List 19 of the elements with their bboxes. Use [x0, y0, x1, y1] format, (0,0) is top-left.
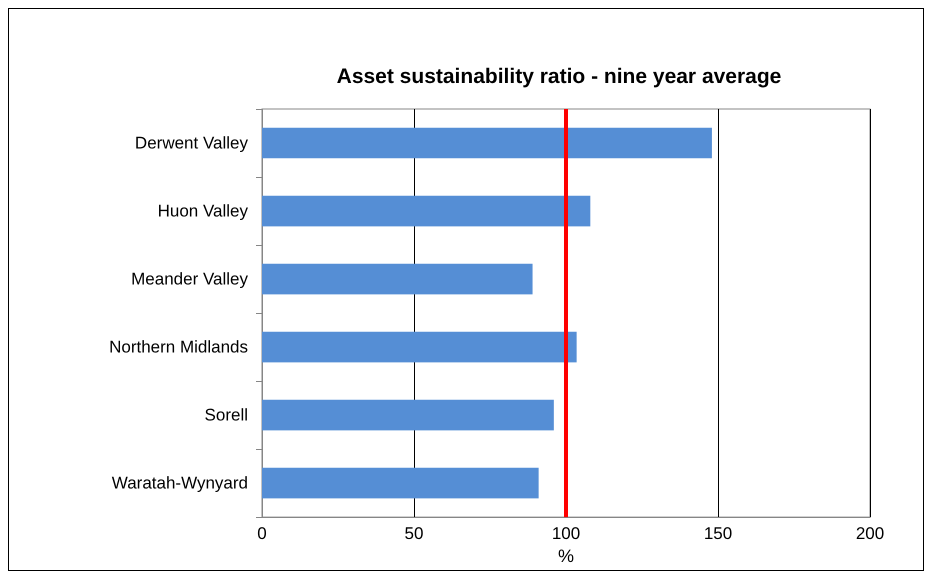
- bar: [262, 400, 554, 430]
- bar: [262, 332, 577, 362]
- y-tick-label: Meander Valley: [131, 270, 248, 289]
- y-tick-label: Waratah-Wynyard: [112, 474, 248, 493]
- y-tick-label: Sorell: [204, 406, 248, 425]
- bar: [262, 264, 533, 294]
- y-tick-label: Derwent Valley: [134, 134, 248, 153]
- y-tick-label: Huon Valley: [158, 202, 248, 221]
- bar: [262, 128, 712, 158]
- x-axis-title: %: [558, 546, 574, 566]
- chart-title: Asset sustainability ratio - nine year average: [336, 65, 782, 88]
- bar: [262, 196, 590, 226]
- x-tick-label: 0: [257, 524, 267, 544]
- bar: [262, 468, 539, 498]
- x-tick-label: 200: [856, 524, 884, 544]
- x-tick-label: 50: [404, 524, 424, 544]
- x-tick-label: 100: [552, 524, 580, 544]
- x-tick-label: 150: [704, 524, 732, 544]
- y-tick-label: Northern Midlands: [109, 338, 248, 357]
